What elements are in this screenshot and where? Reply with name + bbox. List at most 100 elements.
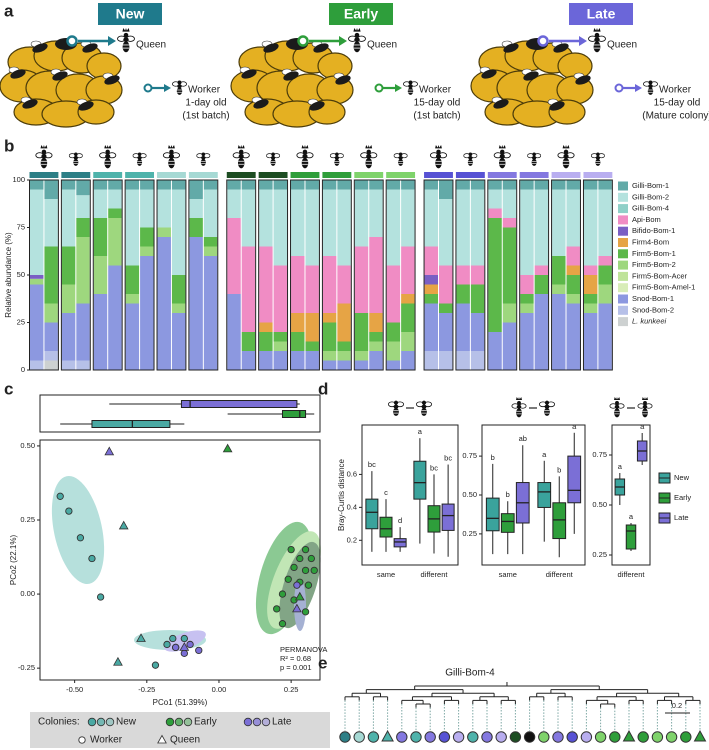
bar-segment [93,218,108,256]
cluster-ellipse [51,475,105,585]
point-circle [301,566,310,575]
group-frame [321,179,352,371]
bar-segment [108,189,122,209]
group-frame [582,179,613,371]
group-strip [583,172,613,178]
point-circle [301,545,310,554]
bee-body [253,99,269,109]
tip-circle [680,731,692,743]
tip-circle [609,731,621,743]
bar-segment [424,294,438,304]
worker-icon [388,400,404,417]
bar-segment [273,332,288,342]
bar-segment [108,208,122,218]
tip-circle [651,731,664,743]
worker-icon [416,400,432,417]
significance-letter: ab [519,434,527,443]
bar-segment [241,180,256,190]
queen-icon [588,28,606,53]
x-axis-label: PCo1 (51.39%) [153,698,208,707]
bar-segment [30,275,44,279]
bar-segment [125,180,140,190]
worker-batch: (Mature colony) [642,111,709,122]
bar-segment [337,189,351,266]
bar-segment [44,199,58,247]
bar-segment [305,189,319,266]
legend-swatch [618,317,628,327]
bar-segment [369,332,383,342]
bee-body [335,75,351,85]
queen-mark [537,35,549,47]
y-tick-label: 0.75 [592,450,607,459]
bar-segment [241,332,256,351]
queen-mark [66,35,78,47]
bar-segment [61,180,76,190]
bar-segment [30,189,44,275]
legend-label: Api-Bom [632,215,661,224]
legend-label: Snod-Bom-2 [632,305,674,314]
tip-circle [367,731,380,743]
bar-segment [583,265,598,275]
point-circle [172,643,180,652]
queen-icon [348,28,366,53]
bar-segment [322,313,337,323]
bar-segment [552,294,566,370]
point-circle [278,590,287,598]
queen-label: Queen [136,40,166,51]
y-tick-label: 0.2 [347,535,357,544]
bar-segment [520,313,534,370]
cluster-ellipse [294,579,306,631]
plot-frame [39,394,321,433]
bar-segment [369,189,383,237]
legend-label: Bifido-Bom-1 [632,226,675,235]
bar-segment [76,218,90,237]
significance-letter: d [398,516,402,525]
tree-title: Gilli-Bom-4 [445,668,495,679]
bar-segment [456,180,470,190]
bar-segment [401,180,415,190]
bee-body [241,69,257,79]
bar-segment [203,246,218,256]
queen-icon [429,145,448,169]
bar-segment [189,199,203,218]
y-tick-label: 0.25 [462,529,477,538]
bar-segment [125,303,140,370]
bar-segment [273,265,288,332]
box-body [537,482,552,508]
y-axis-label: Relative abundance (%) [4,232,13,318]
arrow-head [339,36,347,46]
bar-segment [598,256,612,266]
bar-segment [273,189,288,266]
y-tick-label: 0.00 [20,589,35,598]
cluster-ellipses [51,475,321,652]
bar-segment [369,237,383,313]
bar-segment [30,360,44,370]
tip-circle [438,731,451,743]
tip-circle [396,731,408,743]
tip-circle [467,731,479,743]
y-axis-label: Bray-Curtis distance [337,458,346,531]
significance-letter: a [572,422,577,431]
y-tick-label: 25 [17,317,25,326]
legend-swatch [618,238,628,247]
bar-segment [424,189,438,247]
worker-icon [329,152,344,167]
bar-segment [259,180,273,190]
bar-segment [140,246,154,256]
legend-swatch [618,181,628,191]
bar-segment [203,180,218,190]
bee-body [22,99,38,109]
queen-label: Queen [607,40,637,51]
bar-segment [291,180,305,190]
annotation: p = 0.001 [280,663,312,672]
group-frame [290,179,320,371]
point-triangle [104,446,115,456]
scale-label: 0.2 [672,701,682,710]
bar-segment [488,332,502,370]
group-frame [487,179,518,371]
bar-segment [322,189,337,256]
queen-icon [296,145,314,169]
significance-letter: a [418,427,423,436]
bar-segment [401,303,415,332]
legend-swatch [618,294,628,304]
